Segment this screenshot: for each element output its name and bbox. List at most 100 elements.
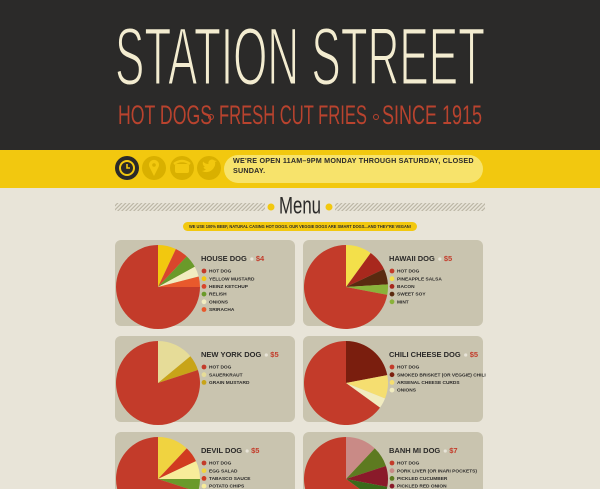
item-name: NEW YORK DOG <box>201 350 261 359</box>
price-separator <box>443 449 447 453</box>
pie-slice <box>346 437 375 479</box>
legend-swatch <box>389 387 395 393</box>
price-separator <box>245 449 249 453</box>
ingredient-name: HOT DOG <box>397 269 420 275</box>
divider-dot <box>267 203 275 211</box>
header-background <box>0 0 600 150</box>
ingredient-name: ARSENAL CHEESE CURDS <box>397 380 460 386</box>
pie-slice <box>158 448 197 479</box>
twitter-icon[interactable] <box>197 156 221 180</box>
clock-icon[interactable] <box>115 156 139 180</box>
price-separator <box>264 353 268 357</box>
ingredient-name: PINEAPPLE SALSA <box>397 276 442 282</box>
pie-slice <box>346 466 389 487</box>
pie-slice <box>346 245 371 287</box>
legend-swatch <box>389 476 395 481</box>
ingredient-name: ONIONS <box>397 388 417 394</box>
legend-swatch <box>201 284 207 289</box>
pie-slice <box>158 341 191 383</box>
pie-slice <box>304 341 380 426</box>
item-price: $5 <box>444 254 452 263</box>
hours-notice: WE'RE OPEN 11AM–9PM MONDAY THROUGH SATUR… <box>233 156 474 175</box>
item-price: $5 <box>251 446 259 455</box>
legend-swatch <box>389 483 395 489</box>
divider-dot <box>325 203 333 211</box>
divider <box>115 203 265 211</box>
note-pill <box>183 222 417 231</box>
legend-swatch <box>389 291 395 297</box>
pie-slice <box>158 356 198 383</box>
pie-slice <box>346 253 385 287</box>
legend-swatch <box>201 291 207 297</box>
ingredient-name: POTATO CHIPS <box>209 484 245 489</box>
tagline: HOT DOGS <box>118 100 212 130</box>
ingredient-name: PICKLED CUCUMBER <box>397 476 448 482</box>
pie-slice <box>116 437 189 489</box>
pie-slice <box>346 448 386 479</box>
legend-swatch <box>201 476 207 481</box>
ingredient-name: HOT DOG <box>397 461 420 467</box>
ingredient-name: ONIONS <box>209 299 229 305</box>
legend-swatch <box>201 364 207 370</box>
legend-swatch <box>389 380 395 385</box>
legend-swatch <box>389 268 395 274</box>
legend-swatch <box>201 483 207 489</box>
pie-slice <box>158 437 187 479</box>
phone-icon[interactable] <box>170 156 194 180</box>
ingredient-name: PICKLED RED ONION <box>397 484 447 489</box>
pie-slice <box>158 248 187 287</box>
pie-slice <box>346 341 388 383</box>
ingredient-name: MINT <box>397 299 409 305</box>
price-separator <box>438 257 442 261</box>
pie-slice <box>158 266 199 287</box>
ingredient-name: HOT DOG <box>209 269 232 275</box>
price-separator <box>250 257 254 261</box>
legend-swatch <box>201 468 207 474</box>
pie-slice <box>346 375 388 399</box>
site-title: STATION STREET <box>115 12 485 103</box>
pie-slice <box>346 284 388 295</box>
ingredient-name: HOT DOG <box>209 461 232 467</box>
ingredient-name: YELLOW MUSTARD <box>209 276 255 282</box>
menu-note: WE USE 100% BEEF, NATURAL CASING HOT DOG… <box>189 224 411 229</box>
item-name: HOUSE DOG <box>201 254 247 263</box>
ingredient-name: PORK LIVER (OR INARI POCKETS) <box>397 468 477 474</box>
pie-slice <box>158 245 176 287</box>
menu-title: Menu <box>279 192 321 219</box>
legend-swatch <box>201 380 207 385</box>
pie-slice <box>116 341 200 425</box>
legend-swatch <box>389 372 395 378</box>
price-separator <box>464 353 468 357</box>
legend-swatch <box>389 460 395 466</box>
ingredient-name: SAUERKRAUT <box>209 372 243 378</box>
ingredient-name: HOT DOG <box>397 365 420 371</box>
item-name: HAWAII DOG <box>389 254 435 263</box>
location-icon[interactable] <box>142 156 166 180</box>
ingredient-name: SRIRACHA <box>209 307 235 313</box>
item-price: $7 <box>449 446 457 455</box>
item-name: DEVIL DOG <box>201 446 242 455</box>
ingredient-name: RELISH <box>209 292 227 298</box>
pie-slice <box>158 461 200 479</box>
tagline-separator <box>373 114 379 120</box>
ingredient-name: EGG SALAD <box>209 468 238 474</box>
legend-swatch <box>201 460 207 466</box>
legend-swatch <box>389 299 395 305</box>
tagline: FRESH CUT FRIES <box>219 100 367 130</box>
legend-swatch <box>201 276 207 282</box>
legend-swatch <box>389 364 395 370</box>
item-price: $5 <box>470 350 478 359</box>
ingredient-name: HOT DOG <box>209 365 232 371</box>
ingredient-name: SMOKED BRISKET (OR VEGGIE) CHILI <box>397 372 486 378</box>
pie-slice <box>158 256 195 287</box>
pie-slice <box>346 479 388 489</box>
legend-swatch <box>201 307 207 312</box>
ingredient-name: BACON <box>397 284 415 290</box>
